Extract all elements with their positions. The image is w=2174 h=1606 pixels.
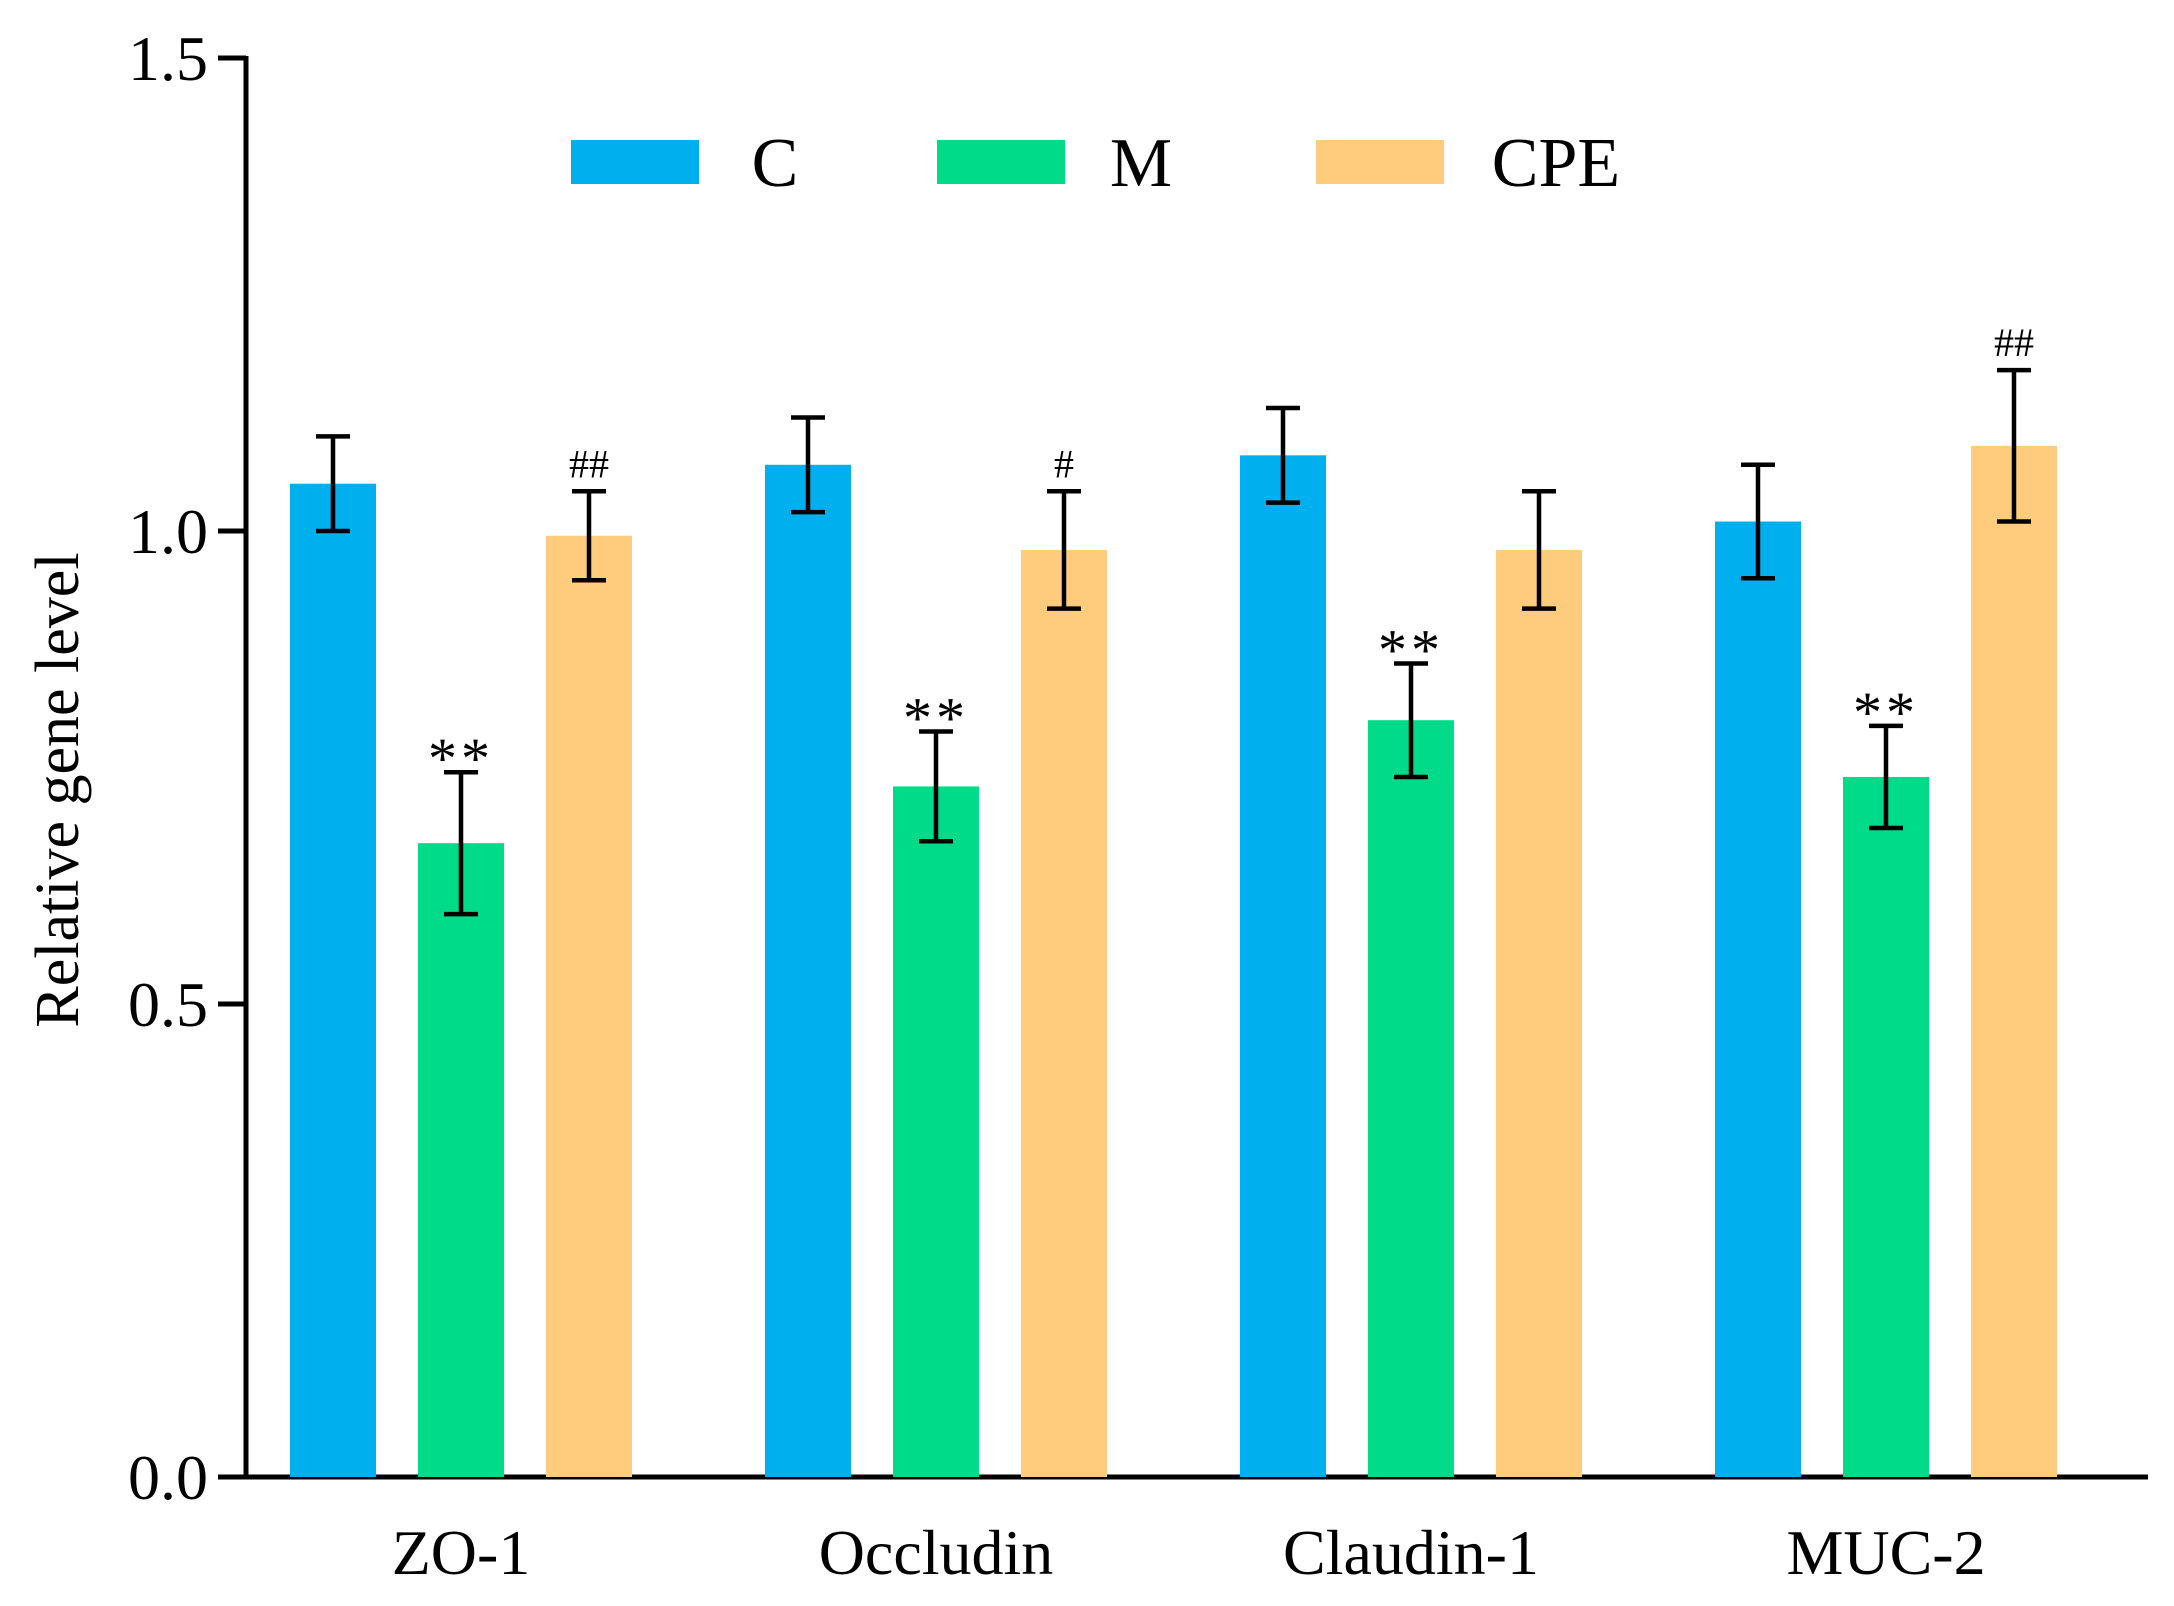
- bar-M-MUC-2: [1843, 776, 1929, 1477]
- significance-marks: ** ## ** # ** ** ##: [428, 320, 2034, 791]
- y-tick-label: 1.0: [128, 496, 208, 567]
- bar-CPE-ZO-1: [546, 535, 632, 1477]
- significance-hash: #: [1054, 441, 1074, 486]
- x-category-label: Claudin-1: [1283, 1517, 1539, 1588]
- bar-C-Claudin-1: [1240, 455, 1326, 1477]
- bars: [290, 445, 2057, 1477]
- bar-CPE-MUC-2: [1971, 445, 2057, 1477]
- significance-stars: **: [1853, 680, 1919, 745]
- significance-stars: **: [1378, 617, 1444, 682]
- bar-M-ZO-1: [418, 843, 504, 1477]
- legend-swatch-CPE: [1316, 140, 1444, 184]
- bar-M-Occludin: [893, 786, 979, 1477]
- significance-stars: **: [903, 686, 969, 751]
- bar-M-Claudin-1: [1368, 720, 1454, 1477]
- bar-CPE-Occludin: [1021, 549, 1107, 1477]
- y-tick-label: 1.5: [128, 23, 208, 94]
- x-category-label: MUC-2: [1786, 1517, 1985, 1588]
- x-category-label: Occludin: [819, 1517, 1054, 1588]
- y-tick-label: 0.5: [128, 969, 208, 1040]
- legend: C M CPE: [571, 125, 1620, 202]
- legend-label-CPE: CPE: [1492, 125, 1620, 202]
- bar-C-Occludin: [765, 464, 851, 1477]
- legend-label-M: M: [1110, 125, 1172, 202]
- legend-swatch-M: [937, 140, 1065, 184]
- y-axis-title: Relative gene level: [24, 552, 92, 1027]
- significance-hash: ##: [569, 441, 609, 486]
- legend-swatch-C: [571, 140, 699, 184]
- axes: 0.0 0.5 1.0 1.5 ZO-1 Occludin Claudin-1 MUC-2: [128, 23, 2148, 1588]
- bar-CPE-Claudin-1: [1496, 549, 1582, 1477]
- legend-label-C: C: [752, 125, 799, 202]
- significance-hash: ##: [1994, 320, 2034, 365]
- bar-C-ZO-1: [290, 483, 376, 1477]
- error-bars: [316, 367, 2031, 917]
- significance-stars: **: [428, 726, 494, 791]
- x-category-label: ZO-1: [392, 1517, 531, 1588]
- bar-C-MUC-2: [1715, 521, 1801, 1477]
- y-tick-label: 0.0: [128, 1442, 208, 1513]
